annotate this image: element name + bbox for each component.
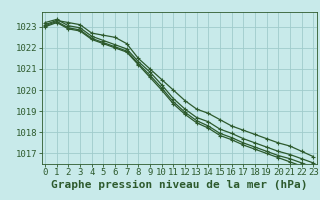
X-axis label: Graphe pression niveau de la mer (hPa): Graphe pression niveau de la mer (hPa) xyxy=(51,180,308,190)
